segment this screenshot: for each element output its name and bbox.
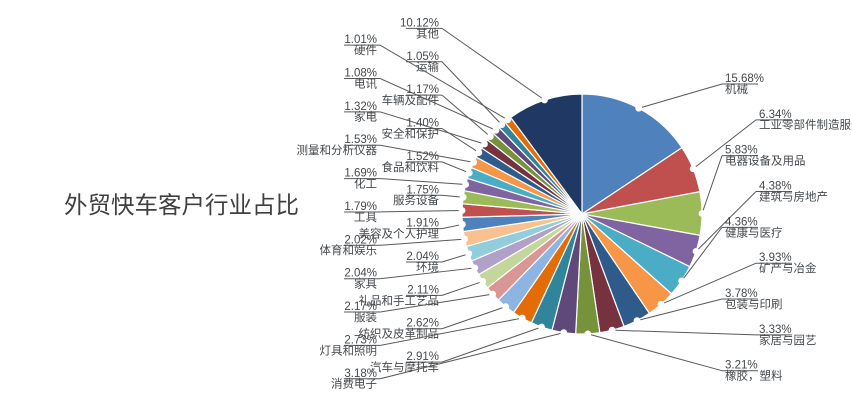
svg-text:服装: 服装: [354, 311, 377, 324]
svg-text:家居与园艺: 家居与园艺: [759, 333, 817, 347]
svg-text:包装与印刷: 包装与印刷: [725, 298, 783, 311]
svg-text:矿产与冶金: 矿产与冶金: [759, 261, 817, 275]
svg-text:电讯: 电讯: [354, 77, 377, 90]
svg-text:运输: 运输: [416, 60, 439, 74]
svg-text:橡胶，塑料: 橡胶，塑料: [725, 369, 783, 383]
svg-text:化工: 化工: [354, 176, 377, 190]
svg-text:工具: 工具: [354, 211, 377, 224]
svg-text:灯具和照明: 灯具和照明: [320, 344, 378, 357]
svg-text:测量和分析仪器: 测量和分析仪器: [297, 143, 378, 157]
svg-text:体育和娱乐: 体育和娱乐: [320, 243, 378, 257]
svg-text:建筑与房地产: 建筑与房地产: [759, 189, 828, 203]
svg-text:工业零部件制造服务: 工业零部件制造服务: [759, 118, 852, 132]
svg-text:车辆及配件: 车辆及配件: [382, 93, 440, 107]
svg-text:硬件: 硬件: [354, 43, 377, 57]
svg-text:食品和饮料: 食品和饮料: [382, 160, 440, 174]
svg-text:机械: 机械: [725, 82, 748, 96]
svg-text:消费电子: 消费电子: [331, 377, 377, 391]
svg-text:环境: 环境: [416, 260, 439, 274]
svg-text:电器设备及用品: 电器设备及用品: [725, 154, 806, 168]
svg-text:安全和保护: 安全和保护: [382, 126, 440, 140]
svg-text:服务设备: 服务设备: [393, 193, 439, 207]
svg-text:其他: 其他: [416, 27, 439, 40]
svg-text:健康与医疗: 健康与医疗: [725, 225, 783, 239]
svg-text:家电: 家电: [354, 110, 377, 124]
svg-text:家具: 家具: [354, 277, 377, 291]
